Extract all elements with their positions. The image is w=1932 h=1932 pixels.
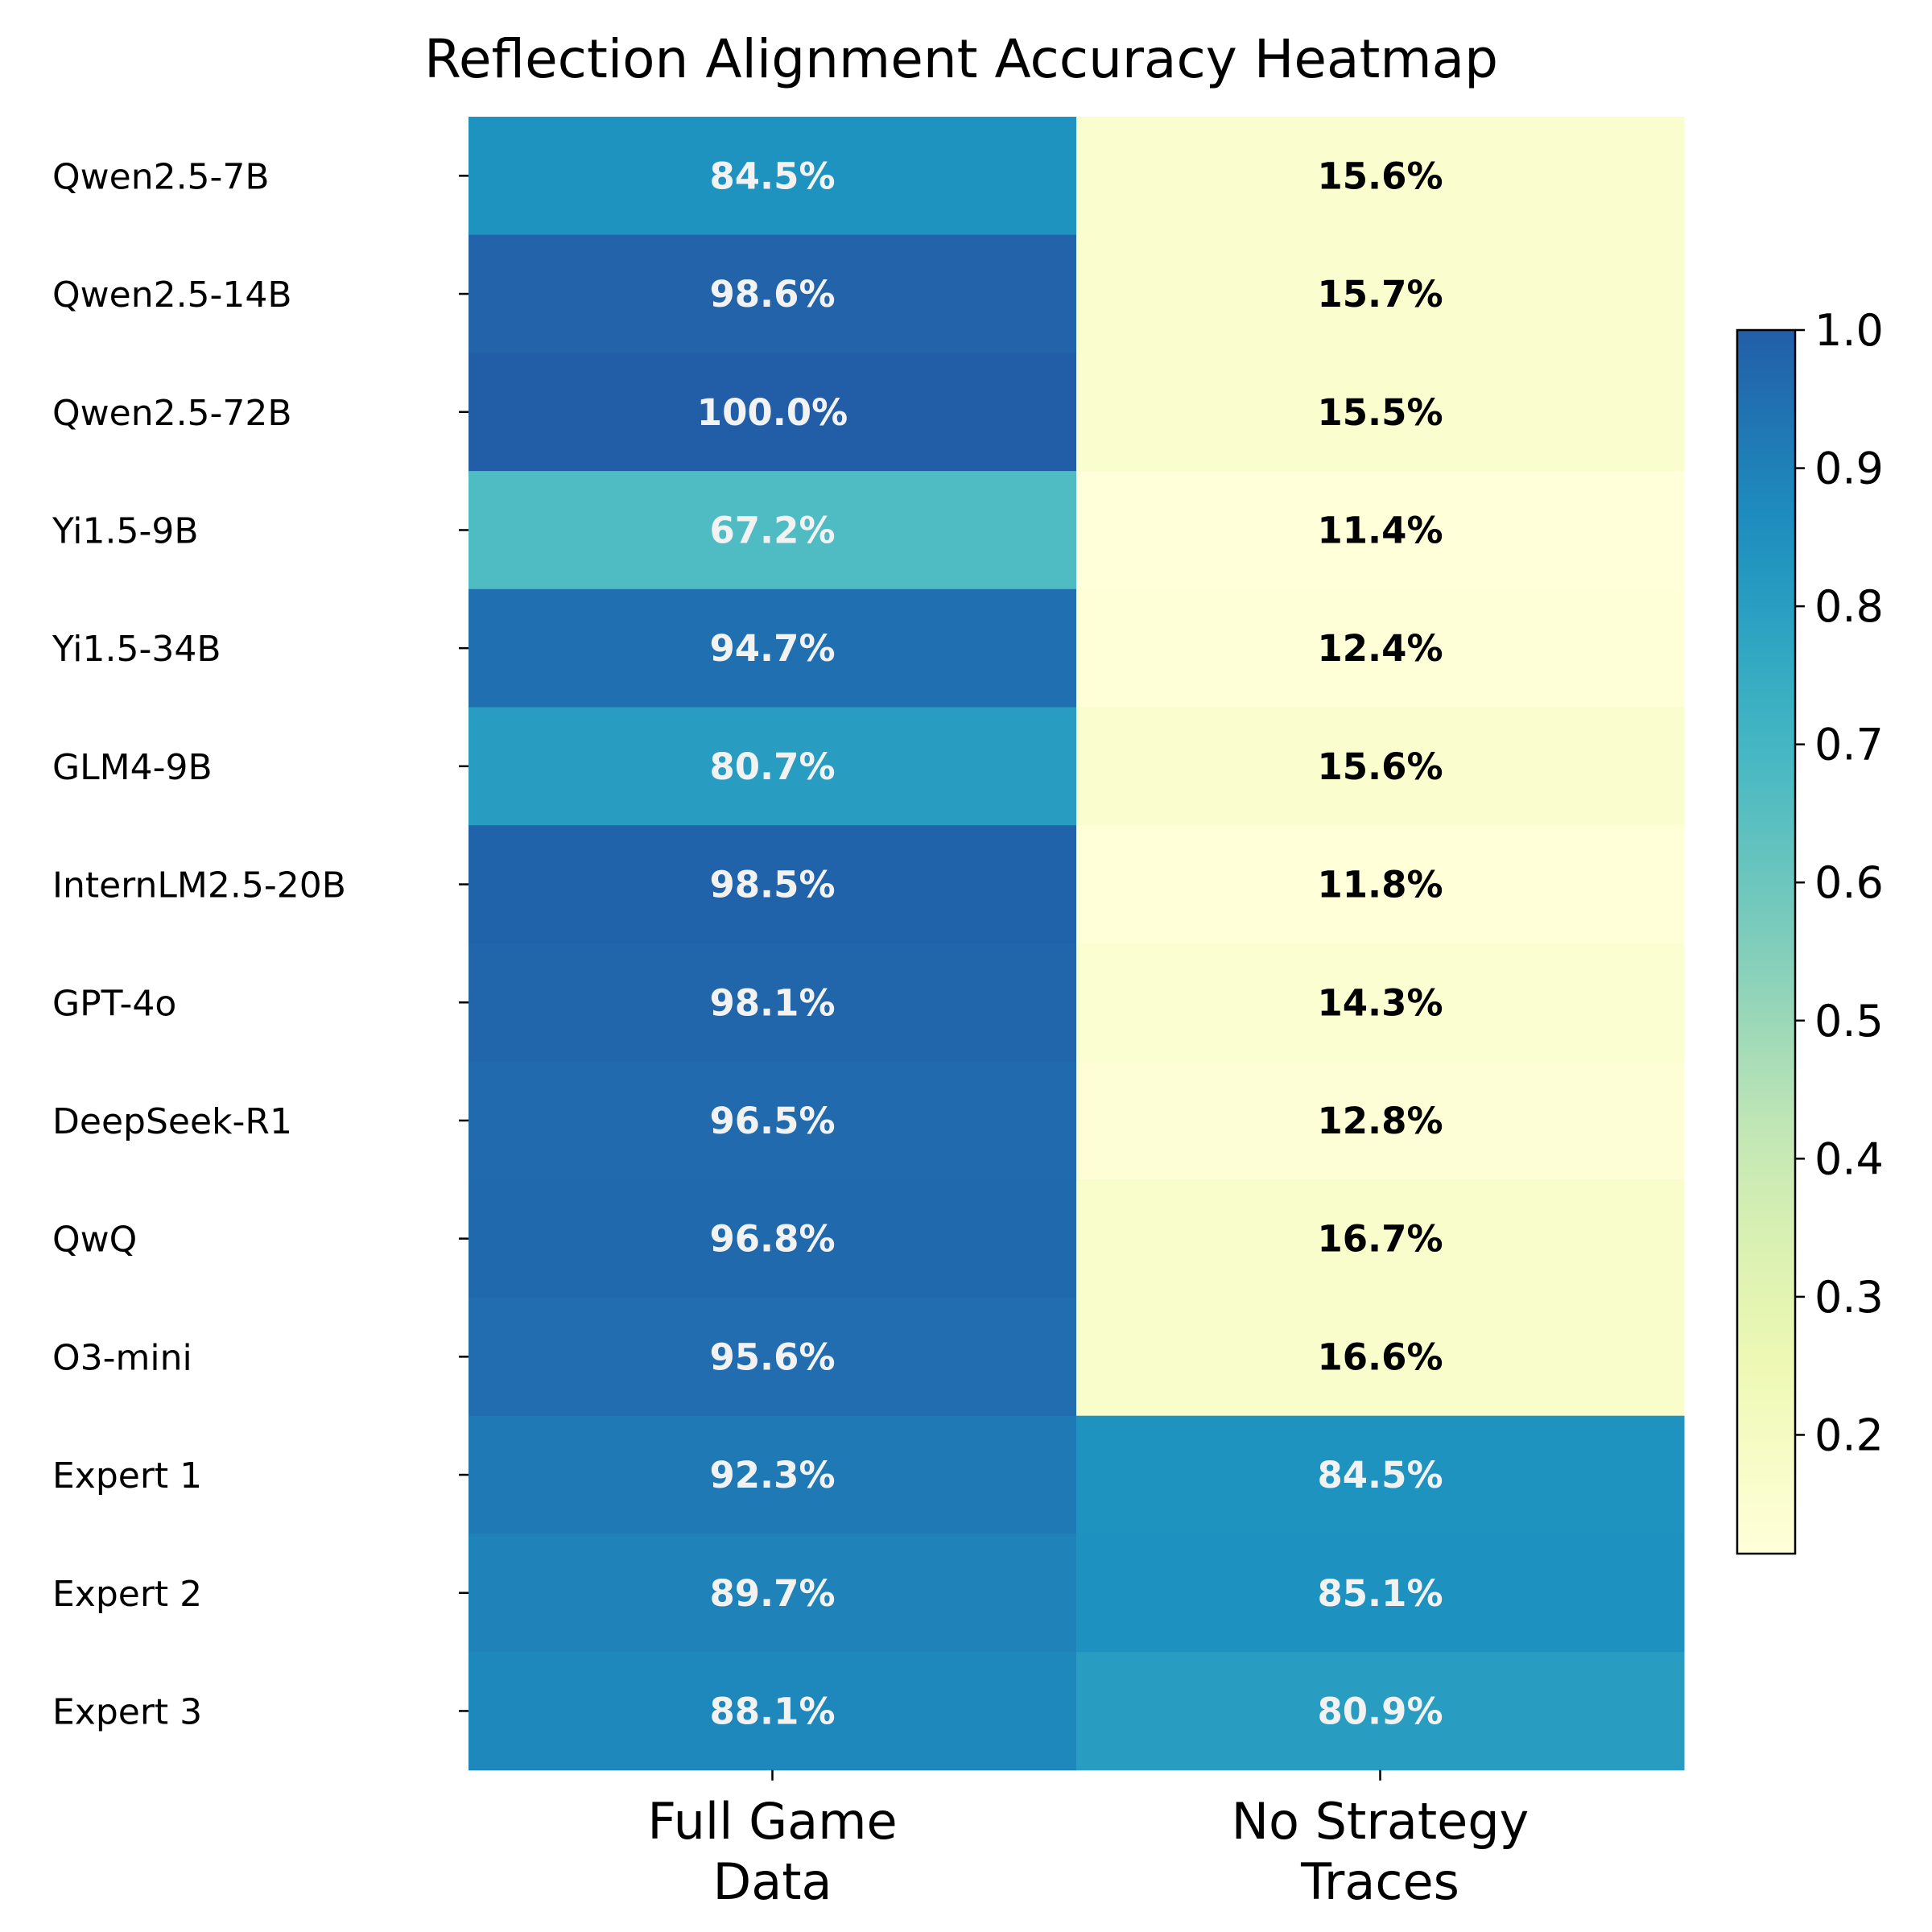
heatmap-cell	[469, 234, 1077, 353]
heatmap-cell	[469, 1534, 1077, 1653]
row-label: Expert 2	[52, 1574, 202, 1615]
heatmap-cell	[1076, 588, 1685, 708]
colorbar-gradient	[1736, 328, 1797, 1555]
heatmap-cell	[1076, 943, 1685, 1063]
colorbar-tick-label: 0.3	[1814, 1272, 1884, 1323]
cell-value-label: 15.6%	[1317, 745, 1443, 788]
row-label: Qwen2.5-7B	[52, 156, 270, 197]
cell-value-label: 80.7%	[709, 745, 835, 788]
row-label: Yi1.5-9B	[52, 510, 199, 551]
row-label: InternLM2.5-20B	[52, 865, 346, 906]
cell-value-label: 98.5%	[709, 864, 835, 906]
cell-value-label: 98.6%	[709, 273, 835, 316]
heatmap-cell	[1076, 1534, 1685, 1653]
heatmap-cell	[469, 353, 1077, 472]
row-label: Expert 3	[52, 1691, 202, 1732]
cell-value-label: 12.8%	[1317, 1100, 1443, 1142]
heatmap-cell	[469, 943, 1077, 1063]
column-label-line2: Traces	[1300, 1852, 1459, 1911]
heatmap-cell	[469, 707, 1077, 826]
heatmap-cell	[469, 117, 1077, 236]
heatmap-cell	[1076, 825, 1685, 944]
cell-value-label: 80.9%	[1317, 1690, 1443, 1732]
row-label: O3-mini	[52, 1337, 192, 1378]
colorbar-tick-label: 0.5	[1814, 996, 1884, 1046]
cell-value-label: 15.5%	[1317, 391, 1443, 434]
cell-value-label: 100.0%	[697, 391, 848, 434]
cell-value-label: 84.5%	[1317, 1454, 1443, 1496]
heatmap-cell	[1076, 234, 1685, 353]
cell-value-label: 16.7%	[1317, 1218, 1443, 1261]
heatmap-cell	[1076, 1652, 1685, 1771]
row-label: Yi1.5-34B	[52, 629, 221, 670]
colorbar: 0.2 0.3 0.4 0.5 0.6 0.7 0.8 0.9 1.0	[1736, 305, 1884, 1555]
row-label: Qwen2.5-14B	[52, 275, 292, 316]
heatmap-cell	[1076, 1179, 1685, 1298]
colorbar-tick-label: 0.9	[1814, 444, 1884, 494]
column-label-line1: Full Game	[647, 1792, 897, 1851]
cell-value-label: 67.2%	[709, 509, 835, 551]
heatmap-cell	[469, 1061, 1077, 1180]
heatmap-cell	[1076, 1415, 1685, 1534]
cell-value-label: 15.6%	[1317, 155, 1443, 197]
heatmap-cell	[469, 1415, 1077, 1534]
colorbar-tick-label: 0.2	[1814, 1410, 1884, 1460]
heatmap-cell	[469, 471, 1077, 590]
cell-value-label: 16.6%	[1317, 1335, 1443, 1378]
heatmap-cell	[1076, 471, 1685, 590]
heatmap-cell	[1076, 1061, 1685, 1180]
cell-value-label: 11.8%	[1317, 864, 1443, 906]
heatmap-cell	[469, 825, 1077, 944]
colorbar-tick-label: 0.6	[1814, 857, 1884, 908]
colorbar-tick-label: 0.7	[1814, 720, 1884, 770]
cell-value-label: 94.7%	[709, 627, 835, 670]
heatmap-cell	[1076, 707, 1685, 826]
colorbar-tick-label: 0.4	[1814, 1133, 1884, 1184]
heatmap-cell	[1076, 117, 1685, 236]
row-labels: Qwen2.5-7B Qwen2.5-14B Qwen2.5-72B Yi1.5-9B…	[52, 156, 469, 1732]
cell-value-label: 96.8%	[709, 1218, 835, 1261]
cell-value-label: 85.1%	[1317, 1572, 1443, 1615]
heatmap-cell	[469, 1179, 1077, 1298]
row-label: GLM4-9B	[52, 747, 213, 788]
row-label: Qwen2.5-72B	[52, 393, 292, 434]
chart-title: Reflection Alignment Accuracy Heatmap	[424, 28, 1498, 90]
heatmap-cell	[469, 1298, 1077, 1417]
heatmap-cell	[469, 1652, 1077, 1771]
heatmap-cell	[1076, 353, 1685, 472]
heatmap-cells: 84.5% 15.6% 98.6% 15.7% 100.0% 15.5% 67.2% 11.4…	[469, 117, 1685, 1771]
cell-value-label: 89.7%	[709, 1572, 835, 1615]
row-label: GPT-4o	[52, 983, 176, 1024]
cell-value-label: 11.4%	[1317, 509, 1443, 551]
cell-value-label: 88.1%	[709, 1690, 835, 1732]
colorbar-tick-label: 1.0	[1814, 305, 1884, 356]
heatmap-cell	[1076, 1298, 1685, 1417]
row-label: DeepSeek-R1	[52, 1101, 292, 1142]
cell-value-label: 96.5%	[709, 1100, 835, 1142]
row-label: Expert 1	[52, 1455, 202, 1496]
column-label-line1: No Strategy	[1232, 1792, 1530, 1851]
cell-value-label: 98.1%	[709, 981, 835, 1024]
colorbar-tick-label: 0.8	[1814, 581, 1884, 632]
heatmap-cell	[469, 588, 1077, 708]
cell-value-label: 15.7%	[1317, 273, 1443, 316]
cell-value-label: 95.6%	[709, 1335, 835, 1378]
cell-value-label: 84.5%	[709, 155, 835, 197]
row-label: QwQ	[52, 1220, 137, 1261]
cell-value-label: 14.3%	[1317, 981, 1443, 1024]
cell-value-label: 12.4%	[1317, 627, 1443, 670]
cell-value-label: 92.3%	[709, 1454, 835, 1496]
column-label-line2: Data	[712, 1852, 832, 1911]
